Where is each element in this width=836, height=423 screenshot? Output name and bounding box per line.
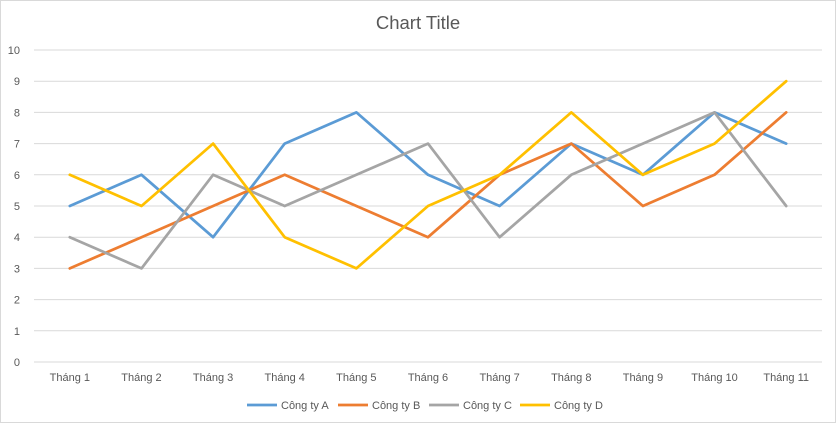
x-tick-label: Tháng 10 — [691, 372, 737, 384]
chart-title: Chart Title — [375, 12, 461, 33]
x-tick-label: Tháng 2 — [121, 372, 161, 384]
y-tick-label: 8 — [14, 107, 20, 119]
x-tick-label: Tháng 6 — [408, 372, 448, 384]
legend-item: Công ty B — [338, 400, 420, 412]
y-tick-label: 6 — [14, 170, 20, 182]
y-tick-label: 1 — [14, 326, 20, 338]
x-tick-label: Tháng 8 — [551, 372, 591, 384]
legend-label: Công ty A — [281, 400, 329, 412]
legend-label: Công ty B — [372, 400, 420, 412]
legend-item: Công ty C — [429, 400, 512, 412]
series-lines — [68, 79, 788, 270]
legend-item: Công ty D — [520, 400, 603, 412]
x-tick-label: Tháng 5 — [336, 372, 376, 384]
x-axis-ticks: Tháng 1 Tháng 2 Tháng 3 Tháng 4 Tháng 5 Tháng… — [50, 372, 809, 384]
y-tick-label: 4 — [14, 232, 20, 244]
legend-label: Công ty C — [463, 400, 512, 412]
y-tick-label: 9 — [14, 76, 20, 88]
y-tick-label: 2 — [14, 295, 20, 307]
x-tick-label: Tháng 3 — [193, 372, 233, 384]
legend-item: Công ty A — [247, 400, 329, 412]
gridlines — [34, 49, 822, 363]
y-tick-label: 10 — [8, 45, 20, 57]
y-axis-ticks: 0 1 2 3 4 5 6 7 8 9 10 — [8, 45, 20, 369]
y-tick-label: 0 — [14, 357, 20, 369]
legend-label: Công ty D — [554, 400, 603, 412]
x-tick-label: Tháng 4 — [265, 372, 305, 384]
x-tick-label: Tháng 9 — [623, 372, 663, 384]
series-line-3 — [68, 111, 788, 270]
y-tick-label: 3 — [14, 263, 20, 275]
series-line-2 — [68, 111, 788, 270]
x-tick-label: Tháng 1 — [50, 372, 90, 384]
legend: Công ty A Công ty B Công ty C Công ty D — [247, 400, 603, 412]
x-tick-label: Tháng 7 — [479, 372, 519, 384]
y-tick-label: 5 — [14, 201, 20, 213]
series-line-4 — [68, 79, 788, 270]
y-tick-label: 7 — [14, 139, 20, 151]
x-tick-label: Tháng 11 — [763, 372, 809, 384]
